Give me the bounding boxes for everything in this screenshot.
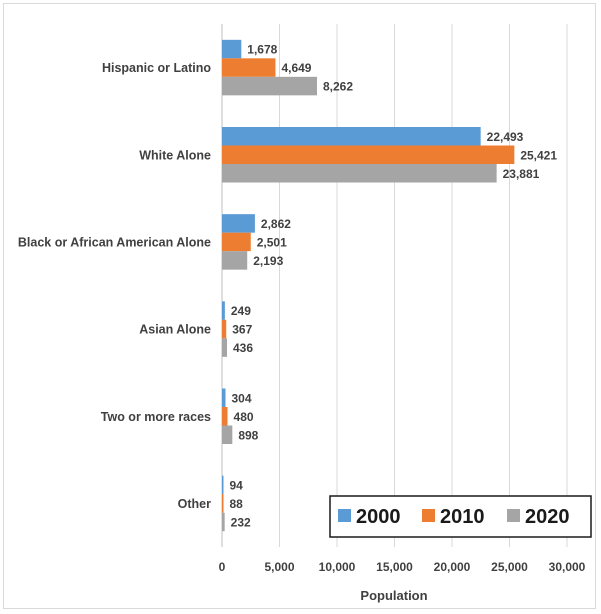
data-label: 304 bbox=[231, 391, 251, 405]
x-tick-label: 0 bbox=[219, 560, 226, 574]
data-label: 898 bbox=[238, 428, 258, 442]
bar-2020 bbox=[222, 251, 248, 270]
bar-2020 bbox=[222, 338, 228, 357]
category-label: White Alone bbox=[139, 148, 211, 162]
data-label: 4,649 bbox=[281, 61, 311, 75]
x-tick-label: 25,000 bbox=[491, 560, 528, 574]
x-tick-label: 5,000 bbox=[264, 560, 294, 574]
gridlines bbox=[279, 24, 568, 547]
x-tick-label: 20,000 bbox=[434, 560, 471, 574]
data-label: 2,193 bbox=[253, 254, 283, 268]
bar-2000 bbox=[222, 127, 481, 146]
legend-box bbox=[329, 495, 592, 538]
bar-2010 bbox=[222, 232, 251, 252]
data-labels: 1,678 4,649 8,262 22,493 25,421 23,881 2,862 2,… bbox=[230, 43, 558, 530]
x-axis-ticks: 0 5,000 10,000 15,000 20,000 25,000 30,000 bbox=[219, 560, 586, 574]
bars bbox=[222, 39, 515, 532]
bar-2020 bbox=[222, 76, 318, 96]
category-label: Asian Alone bbox=[139, 323, 211, 337]
bar-2000 bbox=[222, 39, 242, 59]
data-label: 2,501 bbox=[257, 235, 287, 249]
bar-2000 bbox=[222, 214, 255, 233]
category-label: Hispanic or Latino bbox=[102, 61, 211, 75]
category-label: Two or more races bbox=[101, 410, 211, 424]
legend-swatch bbox=[338, 509, 351, 522]
x-tick-label: 10,000 bbox=[319, 560, 356, 574]
legend-label: 2010 bbox=[440, 506, 485, 528]
legend: 2000 2010 2020 bbox=[329, 495, 592, 538]
data-label: 22,493 bbox=[487, 130, 524, 144]
data-label: 23,881 bbox=[503, 167, 540, 181]
bar-2010 bbox=[222, 494, 224, 513]
x-tick-label: 30,000 bbox=[549, 560, 586, 574]
legend-swatch bbox=[507, 509, 520, 522]
category-label: Other bbox=[178, 497, 211, 511]
data-label: 94 bbox=[230, 478, 244, 492]
legend-swatch bbox=[422, 509, 435, 522]
bar-2010 bbox=[222, 407, 228, 426]
data-label: 8,262 bbox=[323, 80, 353, 94]
category-label: Black or African American Alone bbox=[18, 235, 211, 249]
data-label: 2,862 bbox=[261, 217, 291, 231]
bar-2000 bbox=[222, 301, 225, 320]
x-tick-label: 15,000 bbox=[376, 560, 413, 574]
bar-2010 bbox=[222, 319, 227, 339]
data-label: 88 bbox=[230, 497, 244, 511]
bar-2020 bbox=[222, 164, 497, 183]
bar-2000 bbox=[222, 475, 224, 495]
bar-2020 bbox=[222, 512, 225, 532]
data-label: 232 bbox=[231, 515, 251, 529]
x-axis-title: Population bbox=[360, 588, 427, 603]
data-label: 249 bbox=[231, 304, 251, 318]
data-label: 367 bbox=[232, 323, 252, 337]
legend-label: 2000 bbox=[356, 506, 401, 528]
bar-2020 bbox=[222, 425, 233, 444]
data-label: 436 bbox=[233, 341, 253, 355]
data-label: 480 bbox=[234, 410, 254, 424]
legend-label: 2020 bbox=[525, 506, 570, 528]
bar-2010 bbox=[222, 58, 276, 77]
data-label: 25,421 bbox=[520, 148, 557, 162]
bar-2000 bbox=[222, 388, 226, 407]
bar-2010 bbox=[222, 145, 515, 164]
category-axis: Hispanic or Latino White Alone Black or Af… bbox=[18, 24, 223, 547]
data-label: 1,678 bbox=[247, 43, 277, 57]
